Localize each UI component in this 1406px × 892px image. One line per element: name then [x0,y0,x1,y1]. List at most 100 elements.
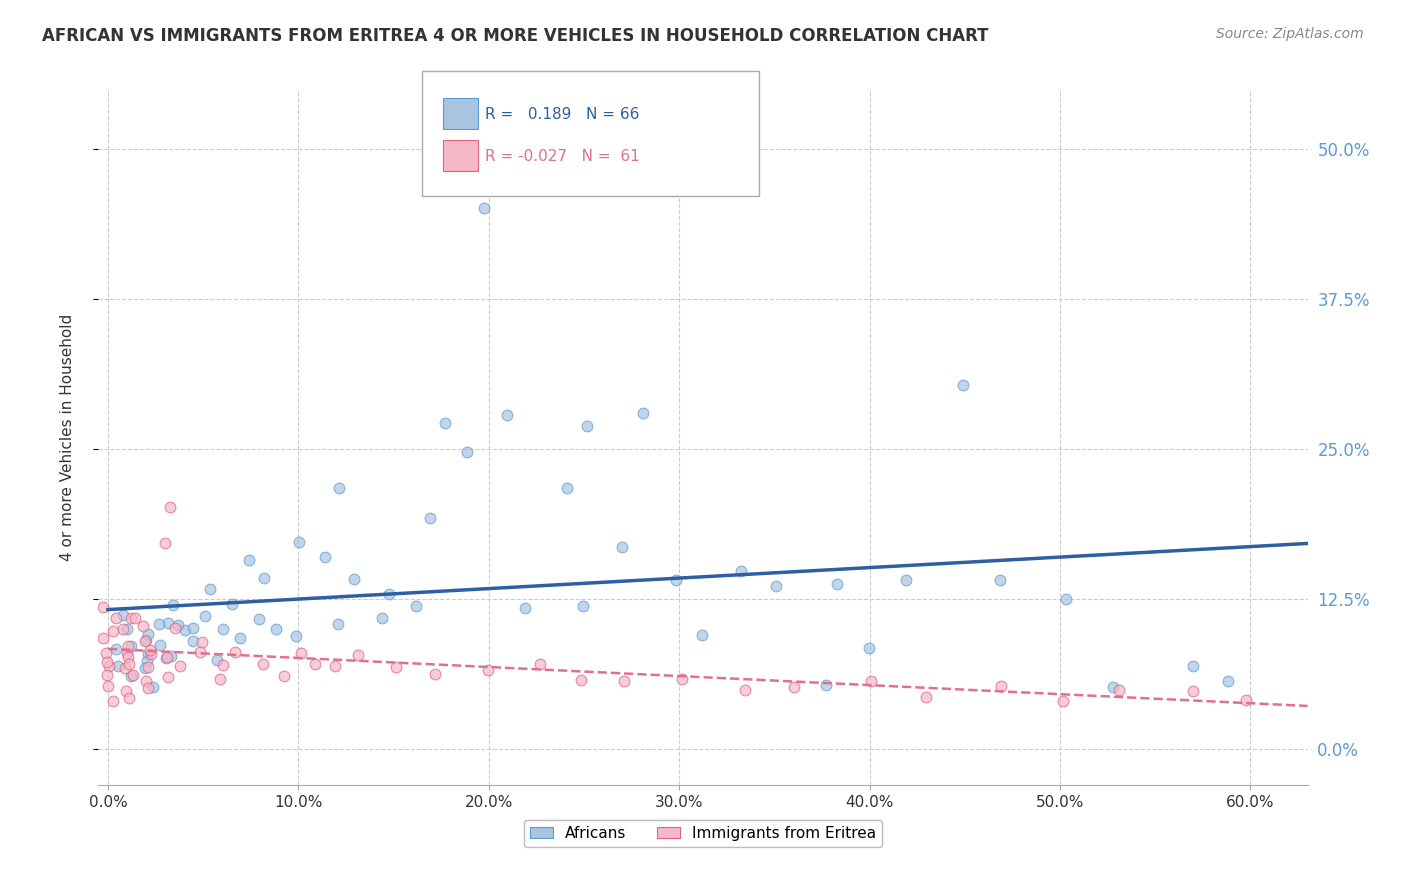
Immigrants from Eritrea [117,639,139,653]
Africans [253,571,276,585]
Immigrants from Eritrea [156,670,179,684]
Africans [952,378,974,392]
Africans [405,599,427,613]
Immigrants from Eritrea [136,681,159,695]
Africans [211,622,233,636]
Immigrants from Eritrea [671,673,693,687]
Africans [631,406,654,420]
Africans [247,612,270,626]
Immigrants from Eritrea [103,694,125,708]
Africans [1102,680,1125,694]
Africans [160,648,183,663]
Africans [456,445,478,459]
Immigrants from Eritrea [117,657,139,671]
Immigrants from Eritrea [136,659,159,673]
Africans [148,638,170,652]
Immigrants from Eritrea [252,657,274,672]
Immigrants from Eritrea [156,649,179,664]
Immigrants from Eritrea [118,690,141,705]
Africans [120,639,142,653]
Africans [988,574,1011,588]
Africans [1056,592,1078,607]
Immigrants from Eritrea [385,660,408,674]
Immigrants from Eritrea [613,673,636,688]
Africans [136,647,159,661]
Immigrants from Eritrea [94,646,117,660]
Africans [419,511,441,525]
Africans [264,622,287,636]
Immigrants from Eritrea [135,673,157,688]
Africans [378,587,401,601]
Immigrants from Eritrea [159,500,181,514]
Africans [104,642,127,657]
Africans [610,540,633,554]
Africans [148,616,170,631]
Immigrants from Eritrea [1181,684,1204,698]
Africans [135,655,157,669]
Immigrants from Eritrea [273,669,295,683]
Africans [572,599,595,614]
Immigrants from Eritrea [477,663,499,677]
Immigrants from Eritrea [425,667,447,681]
Text: AFRICAN VS IMMIGRANTS FROM ERITREA 4 OR MORE VEHICLES IN HOUSEHOLD CORRELATION C: AFRICAN VS IMMIGRANTS FROM ERITREA 4 OR … [42,27,988,45]
Africans [434,416,457,430]
Immigrants from Eritrea [209,673,232,687]
Africans [284,629,307,643]
Immigrants from Eritrea [290,646,312,660]
Africans [690,628,713,642]
Immigrants from Eritrea [101,624,124,639]
Immigrants from Eritrea [212,658,235,673]
Immigrants from Eritrea [96,667,118,681]
Immigrants from Eritrea [91,600,114,615]
Africans [472,201,495,215]
Immigrants from Eritrea [122,667,145,681]
Immigrants from Eritrea [117,649,139,664]
Text: Source: ZipAtlas.com: Source: ZipAtlas.com [1216,27,1364,41]
Africans [342,572,364,586]
Immigrants from Eritrea [224,644,246,658]
Immigrants from Eritrea [304,657,326,671]
Africans [288,535,311,549]
Immigrants from Eritrea [191,635,214,649]
Africans [138,627,160,641]
Africans [135,632,157,647]
Africans [120,669,142,683]
Africans [173,623,195,637]
Immigrants from Eritrea [114,684,136,698]
Y-axis label: 4 or more Vehicles in Household: 4 or more Vehicles in Household [60,313,75,561]
Immigrants from Eritrea [783,680,806,694]
Immigrants from Eritrea [141,647,163,661]
Immigrants from Eritrea [1234,692,1257,706]
Africans [858,640,880,655]
Africans [238,553,260,567]
Africans [142,680,165,694]
Immigrants from Eritrea [104,611,127,625]
Immigrants from Eritrea [859,674,882,689]
Africans [765,579,787,593]
Africans [167,617,190,632]
Immigrants from Eritrea [915,690,938,704]
Immigrants from Eritrea [91,631,114,645]
Africans [1218,674,1240,689]
Africans [221,597,243,611]
Immigrants from Eritrea [1052,694,1074,708]
Immigrants from Eritrea [734,682,756,697]
Africans [156,615,179,630]
Immigrants from Eritrea [325,658,347,673]
Immigrants from Eritrea [188,645,211,659]
Africans [1181,658,1204,673]
Immigrants from Eritrea [134,633,156,648]
Africans [162,598,184,612]
Africans [555,481,578,495]
Africans [194,609,217,624]
Africans [576,419,599,434]
Immigrants from Eritrea [96,655,118,669]
Africans [326,616,349,631]
Immigrants from Eritrea [1108,682,1130,697]
Africans [134,661,156,675]
Africans [825,577,848,591]
Africans [815,677,838,691]
Africans [370,610,392,624]
Immigrants from Eritrea [114,661,136,675]
Immigrants from Eritrea [529,657,551,671]
